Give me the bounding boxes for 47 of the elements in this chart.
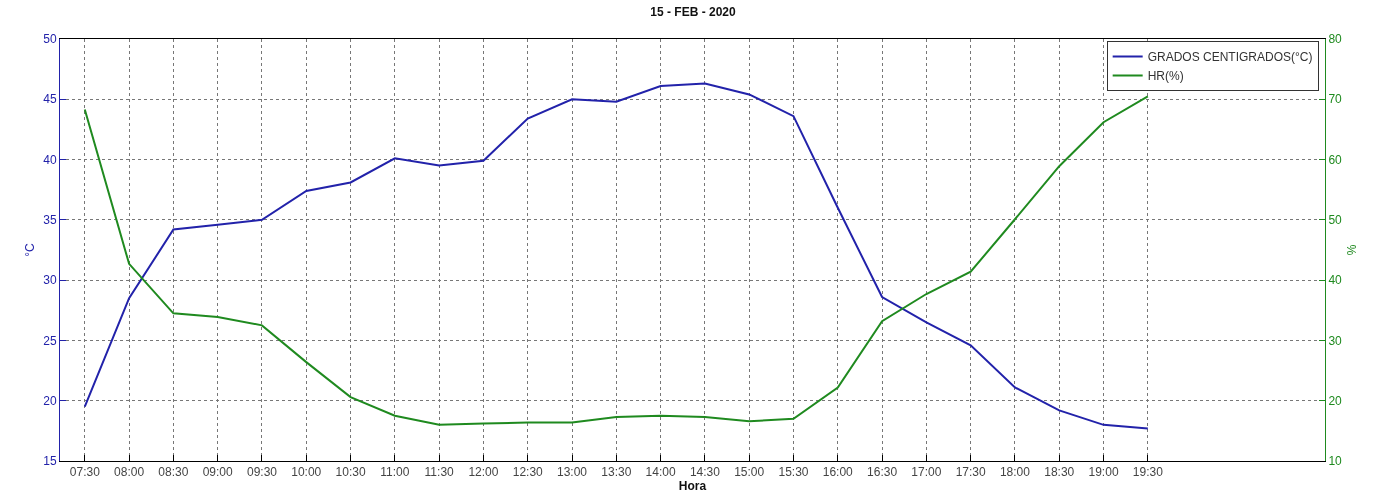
x-tick-label: 16:00 (822, 465, 854, 480)
y2-axis-title: % (1344, 244, 1359, 256)
x-tick-label: 12:00 (468, 465, 499, 480)
x-axis-title: Hora (678, 479, 707, 494)
x-tick-label: 13:30 (601, 465, 632, 480)
y-axis-title: °C (22, 242, 37, 257)
x-tick-label: 10:00 (291, 465, 322, 480)
x-tick-label: 09:30 (246, 465, 278, 480)
y-tick-label: 15 (43, 454, 57, 469)
x-tick-label: 19:00 (1088, 465, 1119, 480)
y2-tick-label: 40 (1328, 273, 1343, 288)
x-tick-label: 18:30 (1044, 465, 1075, 480)
x-tick-label: 15:00 (734, 465, 765, 480)
x-tick-label: 09:00 (202, 465, 234, 480)
y2-tick-label: 50 (1328, 213, 1343, 228)
x-tick-label: 10:30 (335, 465, 366, 480)
x-tick-label: 08:00 (114, 465, 145, 480)
x-tick-label: 19:30 (1132, 465, 1164, 480)
y-tick-label: 50 (43, 32, 57, 47)
x-tick-label: 13:00 (557, 465, 588, 480)
legend-label: GRADOS CENTIGRADOS(°C) (1147, 50, 1313, 65)
y-tick-label: 45 (43, 92, 57, 107)
y-tick-label: 20 (43, 393, 57, 408)
y2-tick-label: 60 (1328, 152, 1343, 167)
x-tick-label: 11:00 (380, 465, 410, 480)
chart-title: 15 - FEB - 2020 (650, 4, 737, 19)
x-tick-label: 15:30 (778, 465, 809, 480)
x-tick-label: 12:30 (512, 465, 544, 480)
y-tick-label: 25 (43, 333, 57, 348)
y2-tick-label: 80 (1328, 32, 1343, 47)
x-tick-label: 14:00 (645, 465, 676, 480)
y2-tick-label: 30 (1328, 333, 1343, 348)
x-tick-label: 08:30 (158, 465, 189, 480)
y2-tick-label: 10 (1328, 454, 1343, 469)
x-tick-label: 18:00 (999, 465, 1031, 480)
x-tick-label: 11:30 (424, 465, 455, 480)
legend-label: HR(%) (1147, 69, 1184, 84)
x-tick-label: 07:30 (69, 465, 101, 480)
x-tick-label: 14:30 (689, 465, 721, 480)
y2-tick-label: 20 (1328, 393, 1343, 408)
y-tick-label: 35 (43, 213, 57, 228)
x-tick-label: 16:30 (867, 465, 898, 480)
y-tick-label: 40 (43, 152, 57, 167)
y-tick-label: 30 (43, 273, 57, 288)
y2-tick-label: 70 (1328, 92, 1343, 107)
x-tick-label: 17:30 (955, 465, 986, 480)
x-tick-label: 17:00 (911, 465, 942, 480)
